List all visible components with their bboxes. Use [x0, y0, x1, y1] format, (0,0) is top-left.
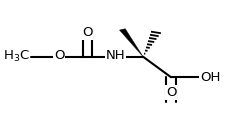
Text: OH: OH	[199, 71, 219, 84]
Text: H$_3$C: H$_3$C	[3, 49, 30, 64]
Text: O: O	[82, 26, 92, 39]
Text: NH: NH	[105, 49, 124, 62]
Polygon shape	[119, 29, 142, 57]
Text: O: O	[54, 49, 64, 62]
Text: O: O	[165, 86, 175, 99]
